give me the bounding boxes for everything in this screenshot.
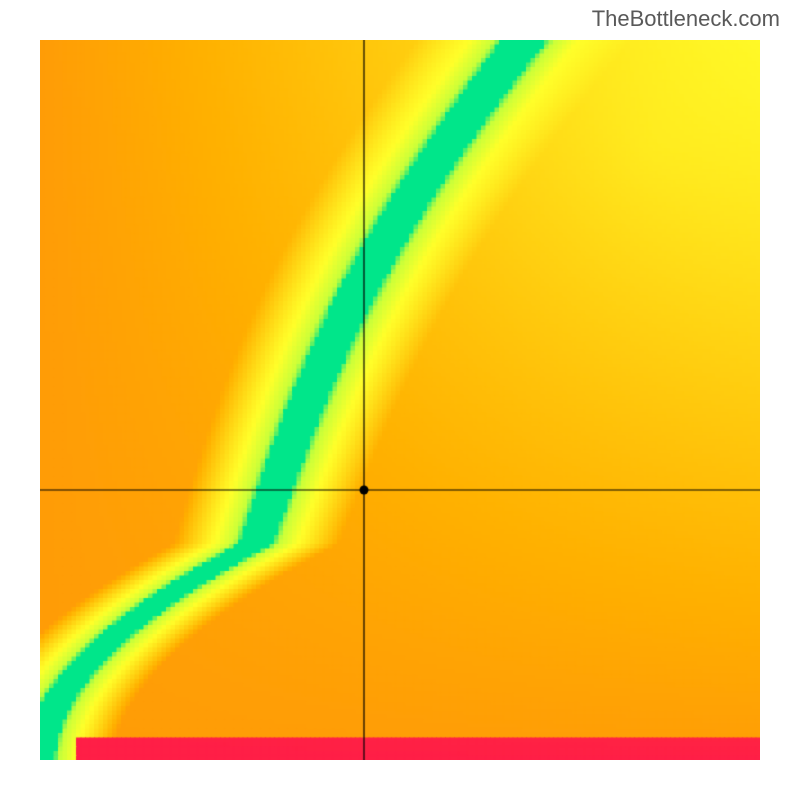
chart-container: TheBottleneck.com [0, 0, 800, 800]
watermark-text: TheBottleneck.com [592, 6, 780, 32]
heatmap-plot [40, 40, 760, 760]
heatmap-canvas [40, 40, 760, 760]
